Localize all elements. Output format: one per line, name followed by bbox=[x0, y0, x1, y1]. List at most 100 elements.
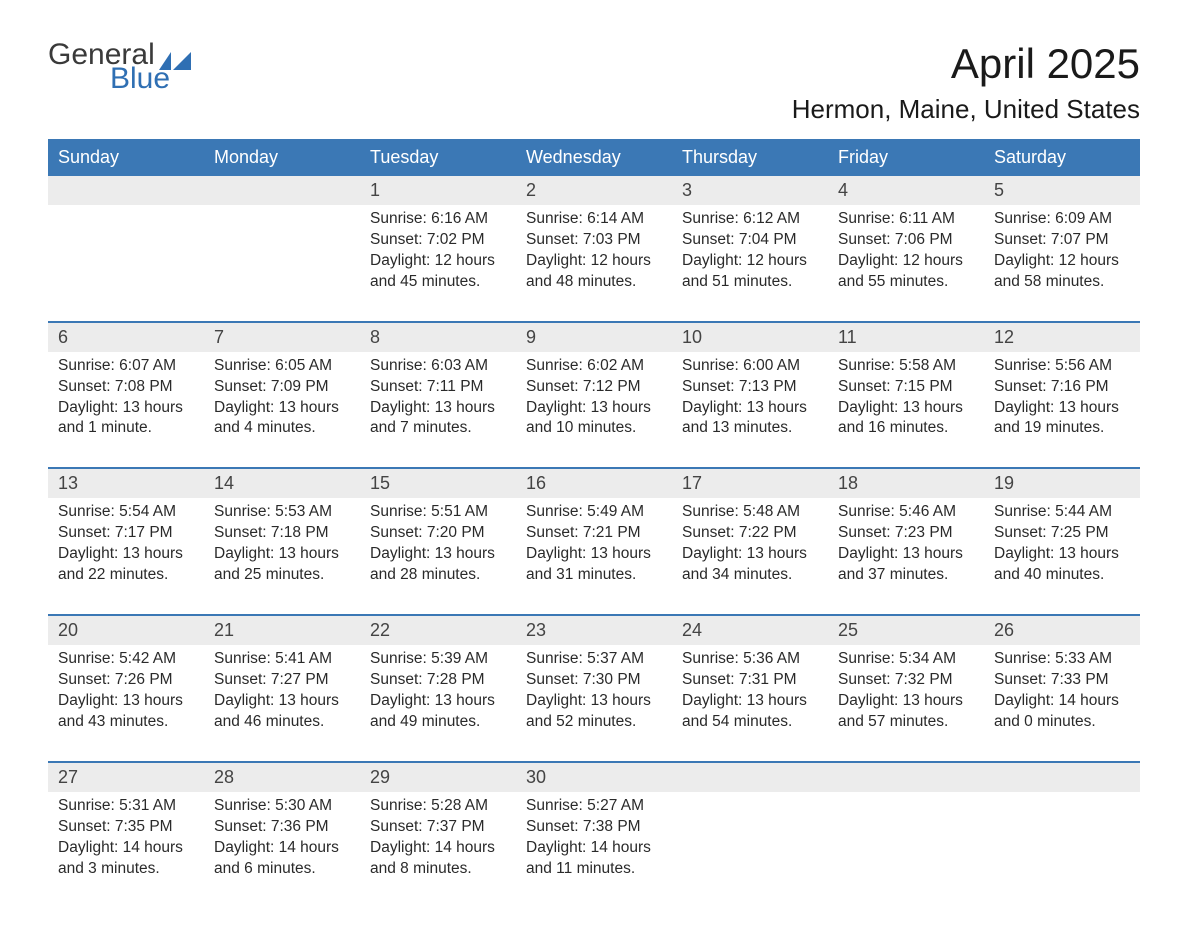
sunset-line: Sunset: 7:07 PM bbox=[994, 230, 1130, 251]
day-number: 5 bbox=[984, 176, 1140, 205]
sunset-line: Sunset: 7:36 PM bbox=[214, 817, 350, 838]
sunset-line: Sunset: 7:33 PM bbox=[994, 670, 1130, 691]
day-number: 20 bbox=[48, 616, 204, 645]
daylight-line-1: Daylight: 13 hours bbox=[214, 691, 350, 712]
sunset-line: Sunset: 7:35 PM bbox=[58, 817, 194, 838]
daylight-line-2: and 16 minutes. bbox=[838, 418, 974, 439]
day-cell: Sunrise: 6:07 AMSunset: 7:08 PMDaylight:… bbox=[48, 352, 204, 454]
day-cell: Sunrise: 5:28 AMSunset: 7:37 PMDaylight:… bbox=[360, 792, 516, 894]
day-number: 21 bbox=[204, 616, 360, 645]
daylight-line-2: and 54 minutes. bbox=[682, 712, 818, 733]
day-cell: Sunrise: 6:03 AMSunset: 7:11 PMDaylight:… bbox=[360, 352, 516, 454]
daylight-line-1: Daylight: 12 hours bbox=[526, 251, 662, 272]
sunset-line: Sunset: 7:12 PM bbox=[526, 377, 662, 398]
sunset-line: Sunset: 7:16 PM bbox=[994, 377, 1130, 398]
sunrise-line: Sunrise: 5:33 AM bbox=[994, 649, 1130, 670]
daylight-line-2: and 58 minutes. bbox=[994, 272, 1130, 293]
sunrise-line: Sunrise: 5:58 AM bbox=[838, 356, 974, 377]
sunset-line: Sunset: 7:26 PM bbox=[58, 670, 194, 691]
weekday-header: Friday bbox=[828, 139, 984, 176]
sunset-line: Sunset: 7:32 PM bbox=[838, 670, 974, 691]
sunrise-line: Sunrise: 6:07 AM bbox=[58, 356, 194, 377]
daylight-line-2: and 19 minutes. bbox=[994, 418, 1130, 439]
day-cell: Sunrise: 5:33 AMSunset: 7:33 PMDaylight:… bbox=[984, 645, 1140, 747]
daylight-line-2: and 48 minutes. bbox=[526, 272, 662, 293]
calendar-week: 6789101112Sunrise: 6:07 AMSunset: 7:08 P… bbox=[48, 321, 1140, 454]
daylight-line-1: Daylight: 12 hours bbox=[838, 251, 974, 272]
daylight-line-2: and 22 minutes. bbox=[58, 565, 194, 586]
daylight-line-1: Daylight: 13 hours bbox=[370, 398, 506, 419]
day-cell: Sunrise: 5:30 AMSunset: 7:36 PMDaylight:… bbox=[204, 792, 360, 894]
sunset-line: Sunset: 7:18 PM bbox=[214, 523, 350, 544]
calendar-week: 12345Sunrise: 6:16 AMSunset: 7:02 PMDayl… bbox=[48, 176, 1140, 307]
daylight-line-2: and 37 minutes. bbox=[838, 565, 974, 586]
sunset-line: Sunset: 7:27 PM bbox=[214, 670, 350, 691]
sunrise-line: Sunrise: 5:51 AM bbox=[370, 502, 506, 523]
sunset-line: Sunset: 7:23 PM bbox=[838, 523, 974, 544]
daylight-line-2: and 13 minutes. bbox=[682, 418, 818, 439]
sunrise-line: Sunrise: 5:31 AM bbox=[58, 796, 194, 817]
daylight-line-2: and 51 minutes. bbox=[682, 272, 818, 293]
day-number: 18 bbox=[828, 469, 984, 498]
daylight-line-1: Daylight: 12 hours bbox=[370, 251, 506, 272]
weekday-header: Saturday bbox=[984, 139, 1140, 176]
sunrise-line: Sunrise: 5:49 AM bbox=[526, 502, 662, 523]
weekday-header: Wednesday bbox=[516, 139, 672, 176]
sunset-line: Sunset: 7:28 PM bbox=[370, 670, 506, 691]
sunrise-line: Sunrise: 5:34 AM bbox=[838, 649, 974, 670]
day-cell: Sunrise: 6:16 AMSunset: 7:02 PMDaylight:… bbox=[360, 205, 516, 307]
sunrise-line: Sunrise: 5:27 AM bbox=[526, 796, 662, 817]
day-cell: Sunrise: 6:12 AMSunset: 7:04 PMDaylight:… bbox=[672, 205, 828, 307]
sunrise-line: Sunrise: 6:11 AM bbox=[838, 209, 974, 230]
day-cell: Sunrise: 5:48 AMSunset: 7:22 PMDaylight:… bbox=[672, 498, 828, 600]
daylight-line-2: and 49 minutes. bbox=[370, 712, 506, 733]
day-number: 8 bbox=[360, 323, 516, 352]
day-number: 23 bbox=[516, 616, 672, 645]
daylight-line-2: and 11 minutes. bbox=[526, 859, 662, 880]
daylight-line-2: and 25 minutes. bbox=[214, 565, 350, 586]
title-block: April 2025 Hermon, Maine, United States bbox=[792, 40, 1140, 125]
daylight-line-1: Daylight: 13 hours bbox=[838, 691, 974, 712]
daylight-line-2: and 55 minutes. bbox=[838, 272, 974, 293]
day-number: 30 bbox=[516, 763, 672, 792]
day-number bbox=[672, 763, 828, 792]
day-cell: Sunrise: 5:36 AMSunset: 7:31 PMDaylight:… bbox=[672, 645, 828, 747]
sunset-line: Sunset: 7:25 PM bbox=[994, 523, 1130, 544]
day-number: 24 bbox=[672, 616, 828, 645]
sunset-line: Sunset: 7:02 PM bbox=[370, 230, 506, 251]
day-cell: Sunrise: 5:42 AMSunset: 7:26 PMDaylight:… bbox=[48, 645, 204, 747]
day-number: 7 bbox=[204, 323, 360, 352]
sunset-line: Sunset: 7:06 PM bbox=[838, 230, 974, 251]
sunset-line: Sunset: 7:04 PM bbox=[682, 230, 818, 251]
daylight-line-2: and 57 minutes. bbox=[838, 712, 974, 733]
sunset-line: Sunset: 7:20 PM bbox=[370, 523, 506, 544]
day-number bbox=[828, 763, 984, 792]
daylight-line-1: Daylight: 13 hours bbox=[214, 544, 350, 565]
daynum-row: 12345 bbox=[48, 176, 1140, 205]
sunset-line: Sunset: 7:31 PM bbox=[682, 670, 818, 691]
daylight-line-1: Daylight: 13 hours bbox=[58, 691, 194, 712]
daylight-line-1: Daylight: 13 hours bbox=[682, 544, 818, 565]
day-number bbox=[48, 176, 204, 205]
calendar: SundayMondayTuesdayWednesdayThursdayFrid… bbox=[48, 139, 1140, 893]
daylight-line-2: and 10 minutes. bbox=[526, 418, 662, 439]
day-cell: Sunrise: 6:14 AMSunset: 7:03 PMDaylight:… bbox=[516, 205, 672, 307]
daylight-line-1: Daylight: 14 hours bbox=[214, 838, 350, 859]
day-number: 9 bbox=[516, 323, 672, 352]
calendar-week: 20212223242526Sunrise: 5:42 AMSunset: 7:… bbox=[48, 614, 1140, 747]
brand-logo: General Blue bbox=[48, 40, 191, 94]
daylight-line-1: Daylight: 13 hours bbox=[370, 544, 506, 565]
daylight-line-1: Daylight: 13 hours bbox=[58, 398, 194, 419]
calendar-week: 27282930Sunrise: 5:31 AMSunset: 7:35 PMD… bbox=[48, 761, 1140, 894]
day-number: 11 bbox=[828, 323, 984, 352]
day-number: 25 bbox=[828, 616, 984, 645]
day-number bbox=[984, 763, 1140, 792]
daylight-line-1: Daylight: 13 hours bbox=[526, 398, 662, 419]
sunset-line: Sunset: 7:11 PM bbox=[370, 377, 506, 398]
sunrise-line: Sunrise: 5:53 AM bbox=[214, 502, 350, 523]
weeks-container: 12345Sunrise: 6:16 AMSunset: 7:02 PMDayl… bbox=[48, 176, 1140, 893]
day-cell: Sunrise: 5:53 AMSunset: 7:18 PMDaylight:… bbox=[204, 498, 360, 600]
daylight-line-1: Daylight: 12 hours bbox=[994, 251, 1130, 272]
sunset-line: Sunset: 7:37 PM bbox=[370, 817, 506, 838]
day-cell: Sunrise: 5:58 AMSunset: 7:15 PMDaylight:… bbox=[828, 352, 984, 454]
